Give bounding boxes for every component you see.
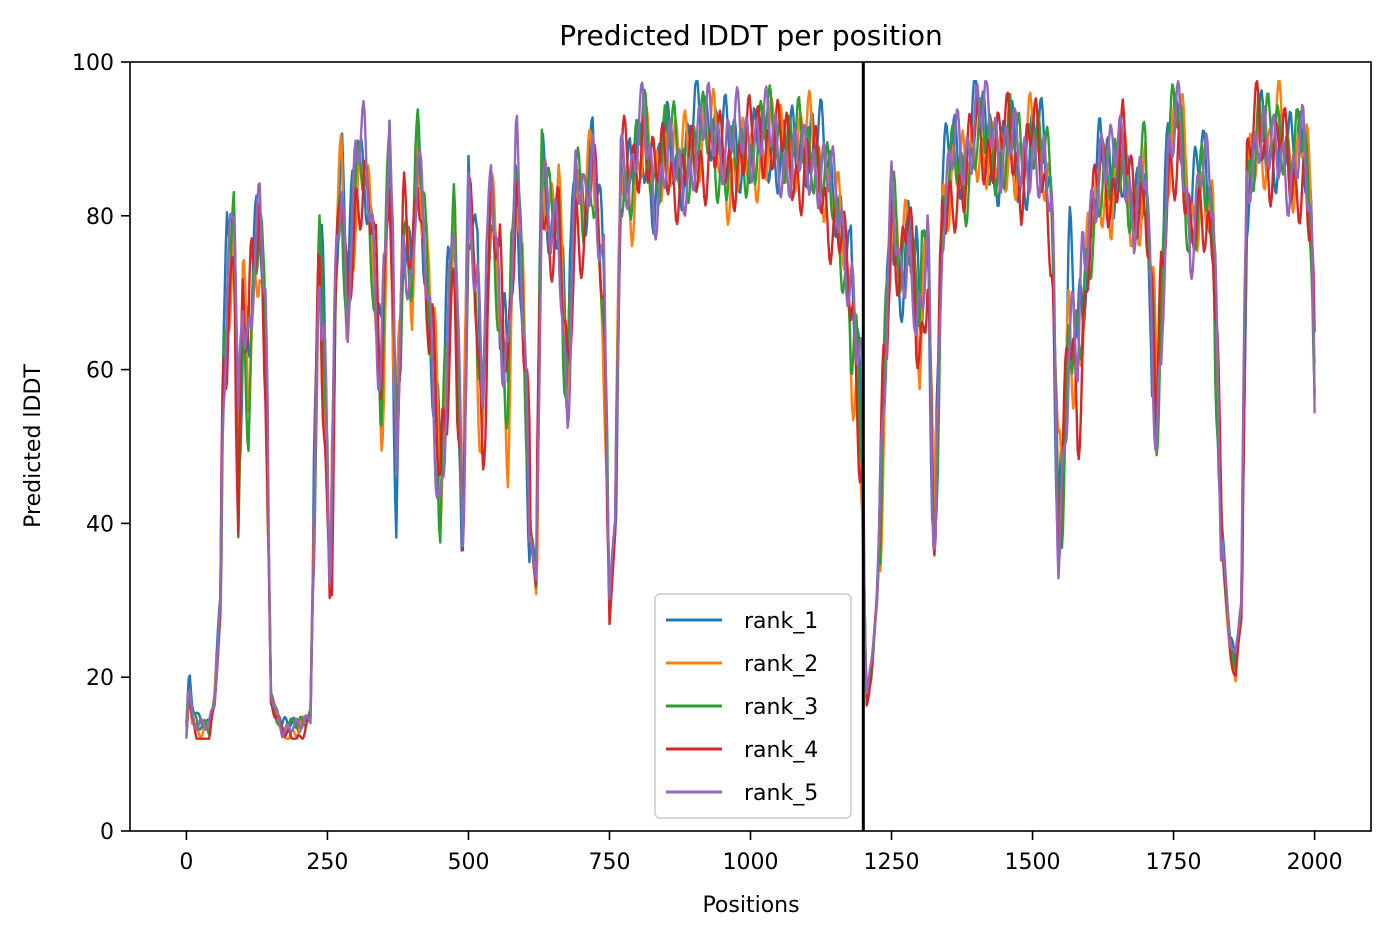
x-tick-label: 250 — [306, 850, 348, 875]
y-tick-label: 0 — [100, 820, 114, 845]
x-tick-label: 0 — [179, 850, 193, 875]
y-tick-label: 100 — [72, 51, 114, 76]
series-line-rank_4 — [185, 80, 1316, 740]
x-tick-label: 1000 — [723, 850, 779, 875]
x-tick-label: 2000 — [1287, 850, 1343, 875]
legend-label-rank_1: rank_1 — [744, 609, 818, 634]
legend-label-rank_2: rank_2 — [744, 652, 818, 677]
x-axis-label: Positions — [702, 893, 799, 918]
y-tick-label: 60 — [86, 359, 114, 384]
series-line-rank_5 — [185, 80, 1316, 739]
y-tick-label: 20 — [86, 666, 114, 691]
legend-label-rank_3: rank_3 — [744, 695, 818, 720]
y-tick-label: 40 — [86, 512, 114, 537]
x-tick-label: 1750 — [1146, 850, 1202, 875]
series-line-rank_3 — [185, 83, 1316, 736]
x-axis: 0 250 500 750 1000 1250 1500 1750 2000 — [179, 831, 1343, 875]
plot-lines — [185, 80, 1316, 740]
x-tick-label: 1250 — [864, 850, 920, 875]
x-tick-label: 750 — [588, 850, 630, 875]
chart-title: Predicted lDDT per position — [559, 19, 943, 52]
y-axis: 0 20 40 60 80 100 — [72, 51, 130, 845]
x-tick-label: 500 — [447, 850, 489, 875]
legend-label-rank_4: rank_4 — [744, 738, 818, 763]
y-tick-label: 80 — [86, 205, 114, 230]
x-tick-label: 1500 — [1005, 850, 1061, 875]
legend-box — [654, 593, 852, 819]
legend: rank_1 rank_2 rank_3 rank_4 rank_5 — [654, 593, 852, 819]
legend-label-rank_5: rank_5 — [744, 781, 818, 806]
y-axis-label: Predicted lDDT — [21, 364, 46, 528]
